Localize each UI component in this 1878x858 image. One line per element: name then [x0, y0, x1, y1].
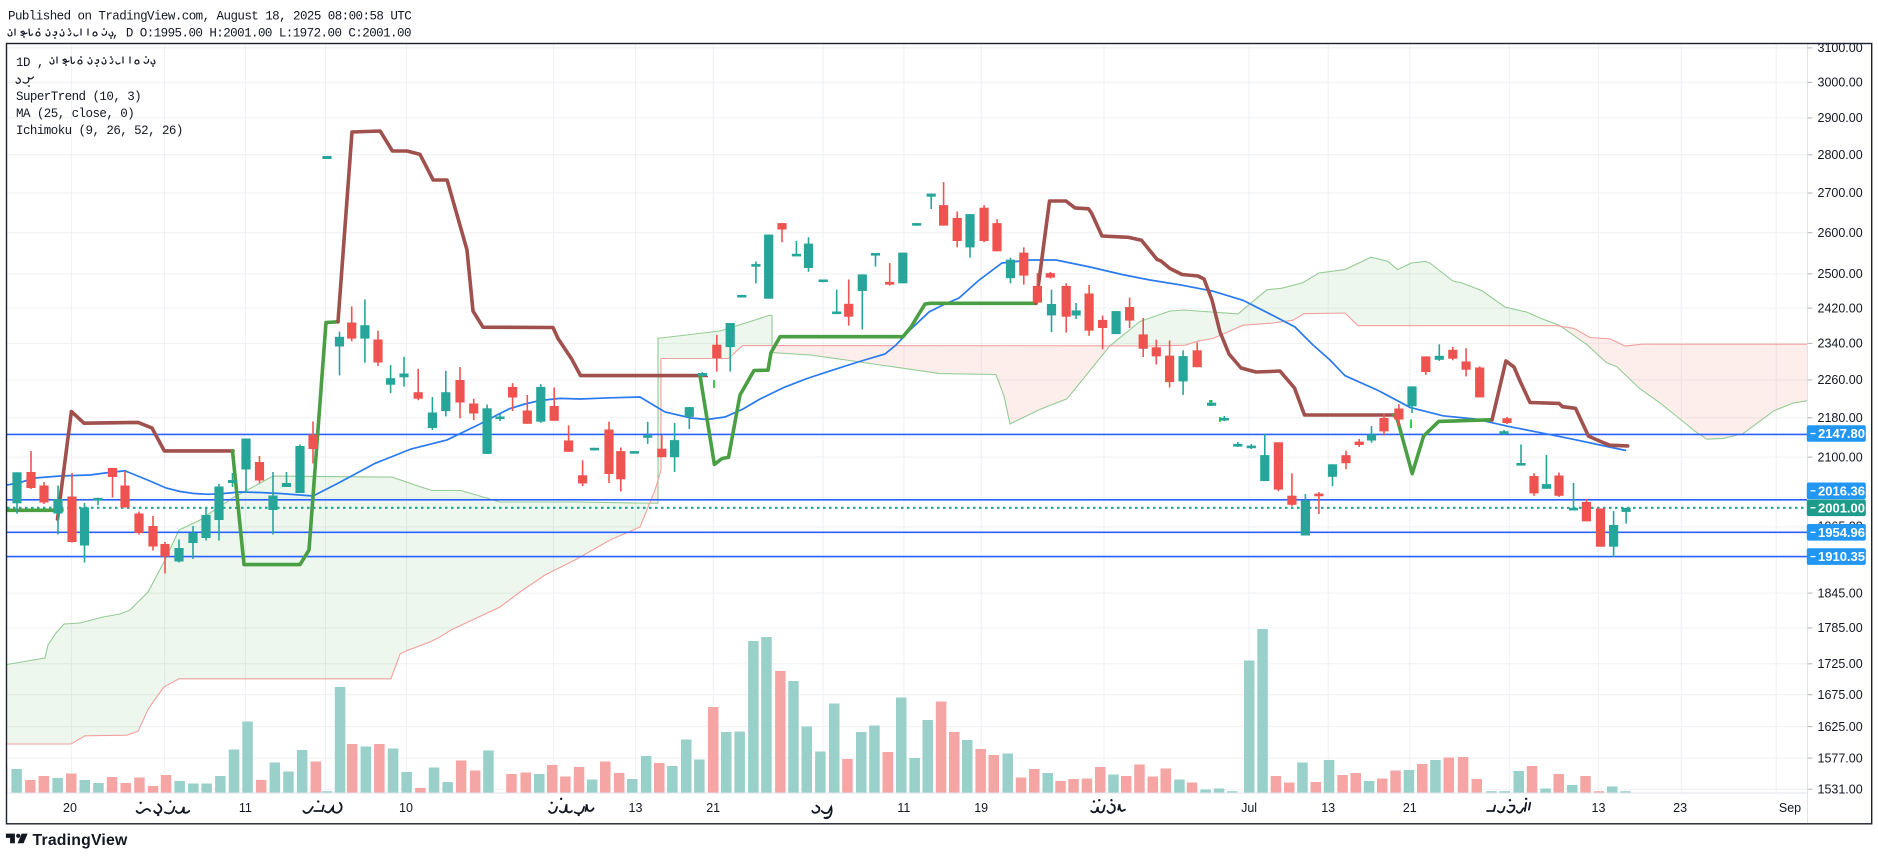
svg-text:2001.00: 2001.00: [1818, 500, 1865, 515]
svg-text:11: 11: [239, 801, 252, 815]
svg-text:23: 23: [1673, 801, 1687, 815]
svg-text:SuperTrend (10, 3): SuperTrend (10, 3): [16, 90, 141, 104]
svg-text:2700.00: 2700.00: [1818, 186, 1863, 200]
svg-text:2016.36: 2016.36: [1818, 483, 1865, 498]
svg-text:11: 11: [897, 801, 910, 815]
svg-text:, D O:1995.00 H:2001.00 L:1972: , D O:1995.00 H:2001.00 L:1972.00 C:2001…: [112, 27, 411, 41]
svg-text:2500.00: 2500.00: [1818, 267, 1863, 281]
svg-text:20: 20: [63, 801, 77, 815]
svg-text:2800.00: 2800.00: [1818, 148, 1863, 162]
svg-text:TradingView: TradingView: [33, 832, 128, 849]
svg-text:1625.00: 1625.00: [1818, 720, 1863, 734]
svg-text:1845.00: 1845.00: [1818, 586, 1863, 600]
svg-text:1954.96: 1954.96: [1818, 525, 1865, 540]
svg-text:MA (25, close, 0): MA (25, close, 0): [16, 107, 134, 121]
svg-text:2260.00: 2260.00: [1818, 373, 1863, 387]
svg-text:Published on TradingView.com,: Published on TradingView.com, August 18,…: [8, 10, 411, 24]
svg-text:13: 13: [629, 801, 643, 815]
svg-text:21: 21: [706, 801, 720, 815]
svg-text:2600.00: 2600.00: [1818, 226, 1863, 240]
svg-text:1910.35: 1910.35: [1818, 549, 1865, 564]
svg-text:10: 10: [399, 801, 413, 815]
svg-text:2147.80: 2147.80: [1818, 426, 1865, 441]
svg-text:13: 13: [1592, 801, 1606, 815]
svg-text:2420.00: 2420.00: [1818, 301, 1863, 315]
svg-text:Sep: Sep: [1779, 801, 1801, 815]
svg-text:1725.00: 1725.00: [1818, 657, 1863, 671]
svg-text:1675.00: 1675.00: [1818, 688, 1863, 702]
svg-text:Ichimoku (9, 26, 52, 26): Ichimoku (9, 26, 52, 26): [16, 124, 183, 138]
svg-text:Jul: Jul: [1241, 801, 1257, 815]
svg-text:21: 21: [1403, 801, 1417, 815]
svg-text:19: 19: [974, 801, 988, 815]
svg-text:3100.00: 3100.00: [1818, 41, 1863, 55]
svg-text:3000.00: 3000.00: [1818, 76, 1863, 90]
svg-text:1577.00: 1577.00: [1818, 751, 1863, 765]
svg-text:1531.00: 1531.00: [1818, 782, 1863, 796]
svg-text:2340.00: 2340.00: [1818, 337, 1863, 351]
svg-text:13: 13: [1321, 801, 1335, 815]
svg-text:1785.00: 1785.00: [1818, 621, 1863, 635]
svg-text:1D ,: 1D ,: [16, 56, 44, 70]
svg-text:2900.00: 2900.00: [1818, 111, 1863, 125]
svg-text:2100.00: 2100.00: [1818, 450, 1863, 464]
svg-text:2180.00: 2180.00: [1818, 411, 1863, 425]
